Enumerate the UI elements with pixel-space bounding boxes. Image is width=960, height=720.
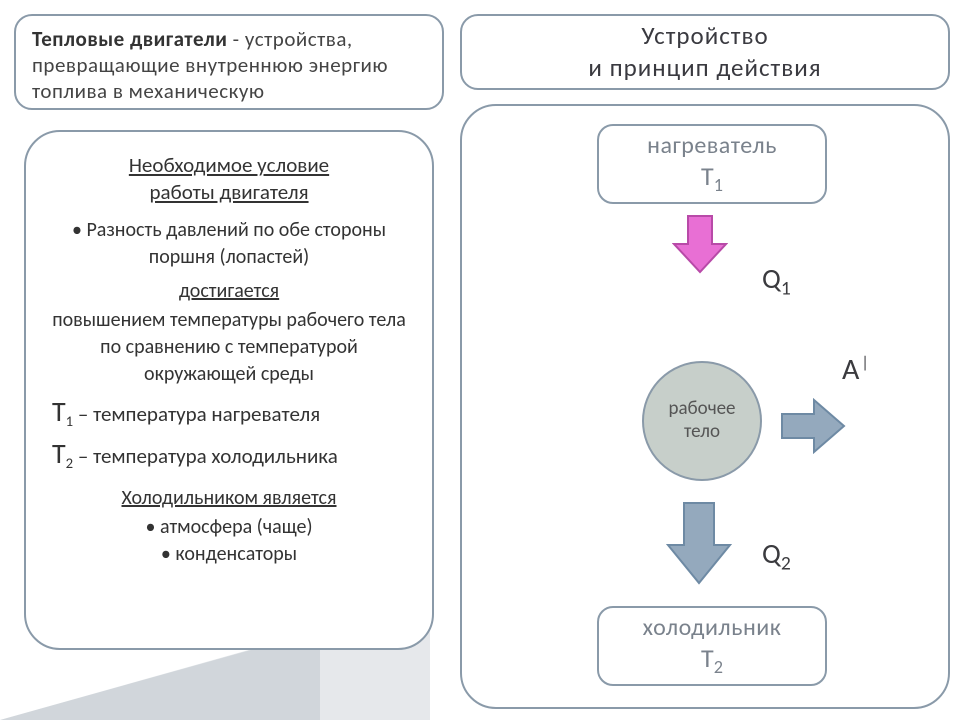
right-title-line1: Устройство bbox=[641, 20, 768, 51]
definition-box: Тепловые двигатели - устройства, превращ… bbox=[14, 14, 444, 110]
heater-t: Т1 bbox=[701, 160, 723, 196]
diagram-box: нагреватель Т1 Q1 рабочее тело А| bbox=[460, 104, 950, 709]
conditions-box: Необходимое условие работы двигателя • Р… bbox=[24, 130, 434, 650]
conditions-bullet-1: • Разность давлений по обе стороны поршн… bbox=[46, 217, 412, 271]
right-title: Устройство и принцип действия bbox=[588, 20, 821, 85]
right-title-line2: и принцип действия bbox=[588, 52, 821, 83]
definition-text: Тепловые двигатели - устройства, превращ… bbox=[32, 26, 388, 104]
achieved-text: повышением температуры рабочего тела по … bbox=[46, 307, 412, 388]
cooler-box: холодильник Т2 bbox=[597, 606, 827, 686]
arrow-q1-icon bbox=[672, 214, 728, 274]
heater-label: нагреватель bbox=[647, 131, 777, 160]
a-label: А| bbox=[842, 351, 869, 388]
t1-line: Т1 – температура нагревателя bbox=[46, 394, 412, 430]
cooler-heading: Холодильником является bbox=[46, 486, 412, 510]
q2-label: Q2 bbox=[762, 536, 791, 576]
arrow-a-icon bbox=[780, 398, 846, 454]
achieved-label: достигается bbox=[46, 279, 412, 303]
cooler-t: Т2 bbox=[701, 642, 723, 678]
right-title-box: Устройство и принцип действия bbox=[460, 14, 950, 90]
cooler-label: холодильник bbox=[643, 613, 782, 642]
conditions-heading: Необходимое условие работы двигателя bbox=[46, 152, 412, 207]
work-body-line1: рабочее bbox=[668, 397, 735, 420]
work-body-line2: тело bbox=[684, 420, 720, 443]
heater-box: нагреватель Т1 bbox=[597, 124, 827, 204]
q1-label: Q1 bbox=[762, 261, 791, 301]
work-body-circle: рабочее тело bbox=[642, 361, 762, 481]
t2-line: Т2 – температура холодильника bbox=[46, 436, 412, 472]
definition-bold: Тепловые двигатели bbox=[32, 26, 227, 52]
arrow-q2-icon bbox=[664, 501, 734, 587]
cooler-item-2: • конденсаторы bbox=[46, 541, 412, 568]
cooler-item-1: • атмосфера (чаще) bbox=[46, 514, 412, 541]
